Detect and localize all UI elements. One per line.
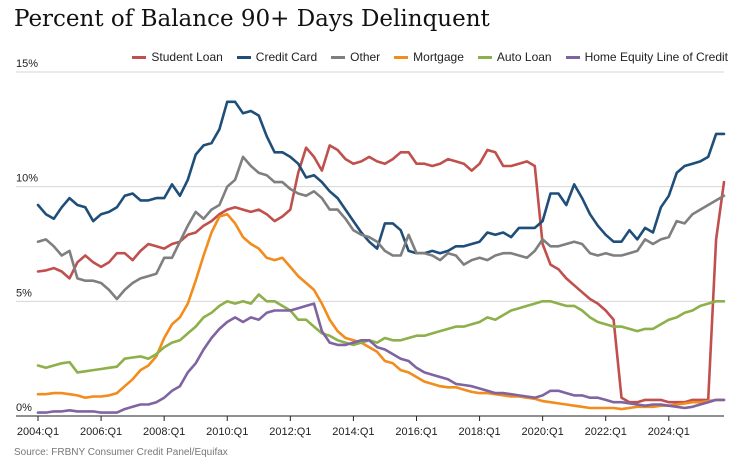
x-tick-label: 2008:Q1	[143, 426, 185, 438]
series-lines	[36, 100, 726, 414]
series-line-other	[36, 155, 726, 301]
x-tick-label: 2022:Q1	[585, 426, 627, 438]
legend-label: Mortgage	[413, 50, 464, 64]
legend-label: Student Loan	[151, 50, 223, 64]
x-tick-label: 2020:Q1	[522, 426, 564, 438]
legend-item-other: Other	[331, 50, 380, 64]
legend-label: Auto Loan	[496, 50, 552, 64]
y-tick-label: 0%	[16, 402, 32, 414]
series-line-home-equity-line-of-credit	[36, 302, 726, 414]
legend-swatch	[132, 55, 147, 59]
x-tick-label: 2018:Q1	[458, 426, 500, 438]
series-line-student-loan	[36, 144, 726, 404]
x-axis: 2004:Q1 2006:Q1 2008:Q1 2010:Q1 2012:Q1 2014:…	[16, 415, 724, 438]
legend-item-home-equity-line-of-credit: Home Equity Line of Credit	[565, 50, 728, 64]
legend-label: Credit Card	[255, 50, 318, 64]
series-line-credit-card	[36, 100, 726, 255]
x-tick-label: 2024:Q1	[648, 426, 690, 438]
x-tick-label: 2004:Q1	[17, 426, 59, 438]
series-line-mortgage	[36, 212, 726, 411]
legend-swatch	[565, 55, 580, 59]
y-tick-label: 10%	[16, 173, 38, 185]
x-tick-label: 2014:Q1	[332, 426, 374, 438]
legend: Student Loan Credit Card Other Mortgage Auto…	[132, 50, 728, 64]
y-axis-tick-labels: 0% 5% 10% 15%	[16, 58, 38, 414]
x-tick-label: 2012:Q1	[269, 426, 311, 438]
x-tick-label: 2016:Q1	[395, 426, 437, 438]
legend-label: Home Equity Line of Credit	[584, 50, 728, 64]
legend-swatch	[477, 55, 492, 59]
legend-swatch	[331, 55, 346, 59]
legend-item-student-loan: Student Loan	[132, 50, 223, 64]
legend-label: Other	[350, 50, 381, 64]
y-tick-label: 5%	[16, 287, 32, 299]
x-tick-label: 2006:Q1	[80, 426, 122, 438]
source-note: Source: FRBNY Consumer Credit Panel/Equi…	[14, 447, 228, 458]
x-tick-label: 2010:Q1	[206, 426, 248, 438]
legend-item-credit-card: Credit Card	[236, 50, 318, 64]
legend-item-auto-loan: Auto Loan	[477, 50, 552, 64]
gridlines	[16, 71, 724, 302]
legend-swatch	[394, 55, 409, 59]
y-tick-label: 15%	[16, 58, 38, 70]
chart-title: Percent of Balance 90+ Days Delinquent	[14, 6, 490, 32]
legend-swatch	[236, 55, 251, 59]
series-line-auto-loan	[36, 293, 726, 374]
legend-item-mortgage: Mortgage	[394, 50, 464, 64]
